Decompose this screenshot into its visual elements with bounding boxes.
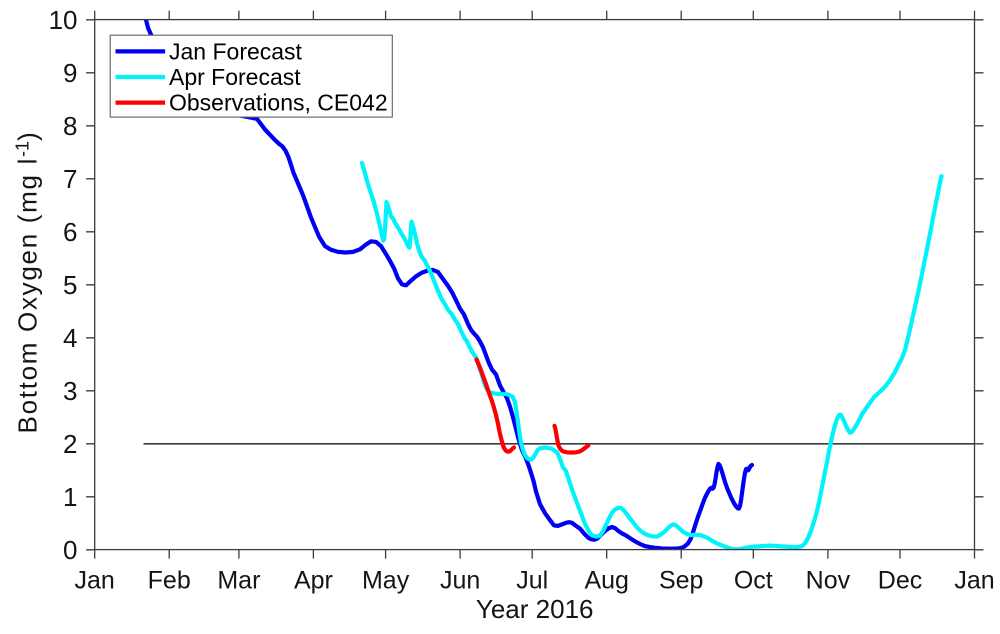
- svg-text:6: 6: [63, 217, 77, 247]
- svg-text:Oct: Oct: [734, 567, 773, 595]
- svg-text:8: 8: [63, 111, 77, 141]
- svg-text:5: 5: [63, 270, 77, 300]
- svg-text:4: 4: [63, 323, 77, 353]
- svg-text:Sep: Sep: [659, 567, 703, 595]
- svg-text:Jan: Jan: [75, 567, 115, 595]
- svg-text:9: 9: [63, 58, 77, 88]
- svg-text:Observations, CE042: Observations, CE042: [169, 90, 388, 116]
- svg-text:Aug: Aug: [584, 567, 628, 595]
- svg-text:Mar: Mar: [217, 567, 260, 595]
- svg-text:Year 2016: Year 2016: [476, 594, 594, 624]
- svg-text:Apr Forecast: Apr Forecast: [169, 64, 301, 90]
- svg-text:7: 7: [63, 164, 77, 194]
- svg-text:Jun: Jun: [440, 567, 480, 595]
- svg-text:2: 2: [63, 429, 77, 459]
- svg-text:Dec: Dec: [878, 567, 922, 595]
- svg-text:Jan Forecast: Jan Forecast: [169, 38, 303, 64]
- svg-text:10: 10: [49, 5, 78, 35]
- svg-text:Jul: Jul: [516, 567, 548, 595]
- svg-text:Jan: Jan: [954, 567, 994, 595]
- svg-text:May: May: [362, 567, 410, 595]
- svg-text:3: 3: [63, 376, 77, 406]
- svg-text:Bottom Oxygen (mg l-1): Bottom Oxygen (mg l-1): [13, 131, 43, 434]
- svg-text:Feb: Feb: [148, 567, 191, 595]
- svg-text:Apr: Apr: [294, 567, 333, 595]
- svg-text:0: 0: [63, 535, 77, 565]
- svg-text:1: 1: [63, 482, 77, 512]
- svg-text:Nov: Nov: [806, 567, 851, 595]
